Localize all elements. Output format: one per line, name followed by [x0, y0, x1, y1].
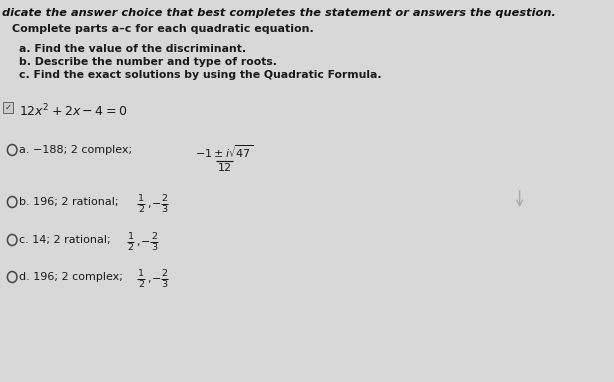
Text: −: − — [152, 274, 161, 284]
Text: 1: 1 — [128, 232, 134, 241]
Text: $12x^2+2x-4=0$: $12x^2+2x-4=0$ — [19, 103, 127, 120]
Text: 2: 2 — [151, 232, 157, 241]
Text: a. Find the value of the discriminant.: a. Find the value of the discriminant. — [19, 44, 246, 54]
Text: ,: , — [147, 274, 150, 284]
Text: −: − — [152, 199, 161, 209]
Text: Complete parts a–c for each quadratic equation.: Complete parts a–c for each quadratic eq… — [12, 24, 314, 34]
Text: 2: 2 — [138, 205, 144, 214]
Text: 3: 3 — [161, 280, 168, 289]
Text: 2: 2 — [161, 194, 168, 203]
Text: 1: 1 — [138, 194, 144, 203]
Text: d. 196; 2 complex;: d. 196; 2 complex; — [19, 272, 126, 282]
Text: ✓: ✓ — [4, 103, 11, 112]
Text: 3: 3 — [161, 205, 168, 214]
Text: 3: 3 — [151, 243, 157, 252]
Text: dicate the answer choice that best completes the statement or answers the questi: dicate the answer choice that best compl… — [2, 8, 556, 18]
Text: 12: 12 — [217, 162, 231, 173]
Text: 1: 1 — [138, 269, 144, 278]
Text: −: − — [141, 237, 150, 247]
Text: c. Find the exact solutions by using the Quadratic Formula.: c. Find the exact solutions by using the… — [19, 70, 382, 80]
Text: ,: , — [147, 199, 150, 209]
Text: ,: , — [137, 237, 140, 247]
Text: a. −188; 2 complex;: a. −188; 2 complex; — [19, 145, 136, 155]
Text: $-1\pm i\sqrt{47}$: $-1\pm i\sqrt{47}$ — [195, 143, 254, 160]
Text: 2: 2 — [128, 243, 134, 252]
Text: b. Describe the number and type of roots.: b. Describe the number and type of roots… — [19, 57, 277, 67]
Text: b. 196; 2 rational;: b. 196; 2 rational; — [19, 197, 122, 207]
Text: 2: 2 — [161, 269, 168, 278]
Text: 2: 2 — [138, 280, 144, 289]
Text: c. 14; 2 rational;: c. 14; 2 rational; — [19, 235, 114, 245]
